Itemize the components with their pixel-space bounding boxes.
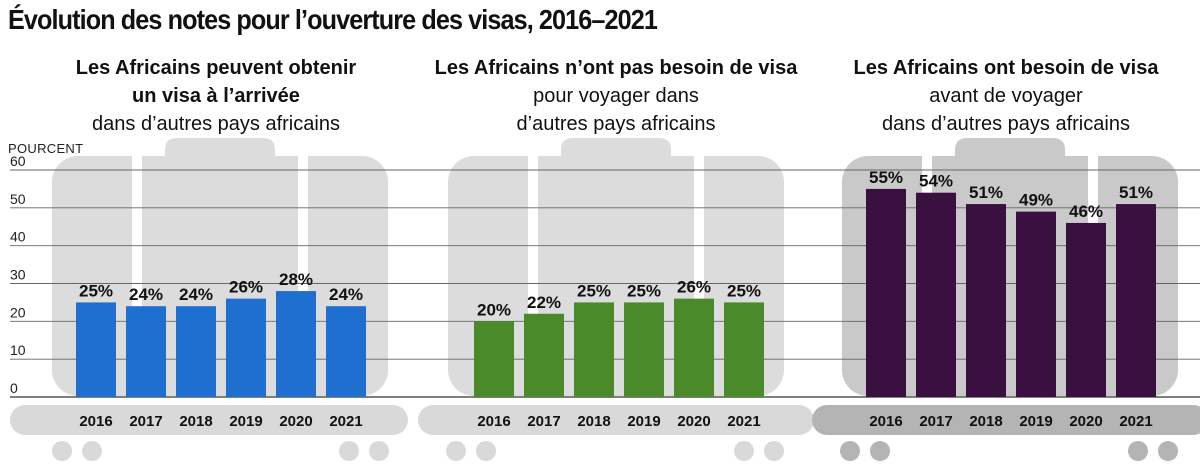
x-tick-label: 2021 — [1119, 413, 1152, 430]
x-tick-label: 2019 — [1019, 413, 1052, 430]
panel-title-visa-arrival: Les Africains peuvent obtenir un visa à … — [26, 54, 406, 138]
bars: 25% 2016 24% 2017 24% 2018 26% 2019 28% 2020 24% 20… — [76, 168, 1156, 430]
bar — [326, 306, 366, 397]
panel-title-normal-line: avant de voyager — [929, 85, 1083, 107]
data-label: 54% — [919, 172, 953, 191]
data-label: 46% — [1069, 202, 1103, 221]
panel-title-bold-line: Les Africains n’ont pas besoin de visa — [434, 57, 798, 79]
x-tick-label: 2016 — [869, 413, 902, 430]
y-tick-label: 40 — [10, 229, 26, 245]
data-label: 24% — [179, 285, 213, 304]
panel-title-normal-line: dans d’autres pays africains — [92, 113, 340, 135]
x-tick-label: 2021 — [329, 413, 362, 430]
x-tick-label: 2019 — [229, 413, 262, 430]
bar — [226, 298, 266, 397]
x-tick-label: 2018 — [969, 413, 1002, 430]
suitcase-stripe — [528, 156, 538, 396]
x-tick-label: 2017 — [527, 413, 560, 430]
bar — [524, 313, 564, 397]
bar — [1116, 204, 1156, 397]
suitcase-wheel — [52, 441, 72, 461]
panel-title-visa-required: Les Africains ont besoin de visa avant d… — [816, 54, 1196, 138]
bar — [866, 188, 906, 397]
bar — [916, 192, 956, 397]
suitcase-wheel — [82, 441, 102, 461]
suitcase-wheel — [840, 441, 860, 461]
suitcase-base — [812, 405, 1200, 435]
bar — [624, 302, 664, 397]
suitcase-wheel — [870, 441, 890, 461]
data-label: 26% — [229, 278, 263, 297]
suitcase-stripe — [298, 156, 308, 396]
suitcase-wheel — [476, 441, 496, 461]
data-label: 49% — [1019, 191, 1053, 210]
y-tick-label: 0 — [10, 380, 18, 396]
suitcase-wheel — [446, 441, 466, 461]
bar — [1016, 211, 1056, 397]
suitcase-base — [418, 405, 814, 435]
panel-title-bold-line: Les Africains ont besoin de visa — [853, 57, 1159, 79]
bar — [176, 306, 216, 397]
suitcase-wheel — [764, 441, 784, 461]
x-tick-label: 2017 — [919, 413, 952, 430]
x-tick-label: 2020 — [677, 413, 710, 430]
data-label: 20% — [477, 300, 511, 319]
panel-title-bold-line: Les Africains peuvent obtenir — [75, 57, 357, 79]
suitcase-stripe — [694, 156, 704, 396]
data-label: 25% — [79, 281, 113, 300]
x-tick-label: 2018 — [179, 413, 212, 430]
data-label: 25% — [627, 281, 661, 300]
data-label: 24% — [329, 285, 363, 304]
panel-title-normal-line: dans d’autres pays africains — [882, 113, 1130, 135]
data-label: 28% — [279, 270, 313, 289]
x-tick-label: 2016 — [477, 413, 510, 430]
bar — [126, 306, 166, 397]
bar — [724, 302, 764, 397]
panel-title-normal-line: d’autres pays africains — [516, 113, 716, 135]
data-label: 22% — [527, 293, 561, 312]
suitcase-wheel — [1128, 441, 1148, 461]
bar — [76, 302, 116, 397]
panel-title-bold-line: un visa à l’arrivée — [132, 85, 300, 107]
x-tick-label: 2017 — [129, 413, 162, 430]
suitcase-wheel — [369, 441, 389, 461]
x-tick-label: 2018 — [577, 413, 610, 430]
data-label: 25% — [577, 281, 611, 300]
bar — [1066, 222, 1106, 397]
x-tick-label: 2021 — [727, 413, 760, 430]
suitcase-wheel — [734, 441, 754, 461]
suitcase-base — [10, 405, 408, 435]
data-label: 26% — [677, 278, 711, 297]
data-label: 51% — [969, 183, 1003, 202]
y-tick-label: 50 — [10, 191, 26, 207]
suitcase-stripe — [132, 156, 142, 396]
bar — [474, 321, 514, 397]
x-tick-label: 2019 — [627, 413, 660, 430]
x-tick-label: 2020 — [279, 413, 312, 430]
y-tick-label: 30 — [10, 267, 26, 283]
data-label: 55% — [869, 168, 903, 187]
suitcase-wheel — [339, 441, 359, 461]
bar — [276, 291, 316, 397]
chart-title: Évolution des notes pour l’ouverture des… — [8, 4, 658, 35]
bar — [674, 298, 714, 397]
x-tick-label: 2020 — [1069, 413, 1102, 430]
bar — [966, 204, 1006, 397]
y-axis-unit-label: POURCENT — [8, 141, 84, 156]
data-label: 24% — [129, 285, 163, 304]
bar — [574, 302, 614, 397]
y-tick-label: 10 — [10, 342, 26, 358]
panel-title-no-visa: Les Africains n’ont pas besoin de visa p… — [426, 54, 806, 138]
data-label: 25% — [727, 281, 761, 300]
y-tick-label: 20 — [10, 304, 26, 320]
panel-title-normal-line: pour voyager dans — [533, 85, 699, 107]
x-tick-label: 2016 — [79, 413, 112, 430]
suitcase-wheel — [1158, 441, 1178, 461]
data-label: 51% — [1119, 183, 1153, 202]
y-tick-label: 60 — [10, 153, 26, 169]
